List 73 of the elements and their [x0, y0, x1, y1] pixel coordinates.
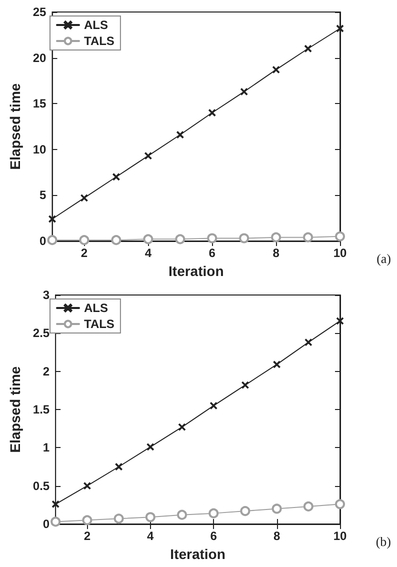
- point: [336, 24, 344, 32]
- point: [82, 515, 92, 526]
- point: [208, 508, 219, 518]
- y-tick-label: 1.5: [32, 402, 50, 416]
- point: [304, 45, 312, 52]
- point: [303, 501, 314, 512]
- y-tick-label: 25: [32, 5, 47, 19]
- point: [177, 510, 187, 520]
- point: [115, 463, 122, 470]
- y-axis-title: Elapsed time: [7, 83, 23, 170]
- y-tick-label: 5: [40, 188, 47, 202]
- point: [304, 338, 312, 346]
- point: [207, 233, 218, 244]
- y-tick-label: 3: [42, 288, 50, 302]
- x-tick-label: 4: [144, 246, 152, 260]
- y-tick-label: 1: [42, 440, 50, 455]
- point: [52, 500, 60, 508]
- x-tick-label: 10: [333, 246, 347, 260]
- x-tick-label: 8: [272, 246, 280, 260]
- point: [273, 360, 280, 368]
- point: [335, 499, 345, 510]
- point: [208, 109, 216, 116]
- legend-label: ALS: [84, 18, 108, 32]
- point: [146, 443, 154, 450]
- legend-label: ALS: [84, 301, 108, 315]
- x-tick-label: 2: [80, 246, 88, 260]
- point: [242, 382, 249, 389]
- x-tick-label: 2: [84, 529, 91, 543]
- y-tick-label: 10: [32, 142, 47, 156]
- x-tick-label: 4: [147, 529, 154, 543]
- y-tick-label: 2: [42, 364, 50, 378]
- x-tick-label: 6: [208, 246, 216, 260]
- y-tick-label: 0: [40, 234, 47, 248]
- text: (a): [376, 251, 392, 266]
- point: [80, 194, 88, 202]
- point: [272, 66, 280, 74]
- point: [240, 506, 250, 516]
- point: [50, 516, 61, 527]
- point: [144, 152, 152, 160]
- y-tick-label: 0.5: [32, 478, 50, 493]
- y-tick-label: 2.5: [32, 326, 50, 340]
- point: [210, 402, 218, 410]
- legend-label: TALS: [84, 34, 114, 48]
- y-axis-title: Elapsed time: [7, 366, 23, 453]
- x-axis-title: Iteration: [170, 546, 226, 562]
- y-tick-label: 0: [42, 517, 50, 531]
- point: [178, 424, 186, 431]
- y-tick-label: 15: [32, 96, 47, 111]
- point: [176, 131, 184, 138]
- point: [112, 173, 120, 180]
- point: [175, 234, 186, 244]
- y-tick-label: 20: [32, 50, 47, 65]
- point: [336, 317, 344, 324]
- point: [303, 232, 314, 242]
- legend-label: TALS: [84, 317, 114, 331]
- point: [111, 235, 122, 246]
- point: [84, 482, 91, 490]
- x-tick-label: 10: [333, 529, 347, 543]
- x-tick-label: 6: [210, 529, 218, 543]
- point: [143, 234, 154, 244]
- point: [335, 231, 345, 242]
- point: [48, 216, 56, 223]
- x-axis-title: Iteration: [168, 262, 224, 279]
- point: [114, 514, 124, 524]
- point: [47, 235, 58, 246]
- point: [145, 512, 156, 522]
- point: [272, 504, 282, 514]
- x-tick-label: 8: [273, 529, 280, 543]
- point: [240, 88, 248, 96]
- point: [79, 235, 90, 246]
- text: (b): [376, 534, 392, 549]
- point: [271, 232, 282, 242]
- point: [239, 233, 250, 244]
